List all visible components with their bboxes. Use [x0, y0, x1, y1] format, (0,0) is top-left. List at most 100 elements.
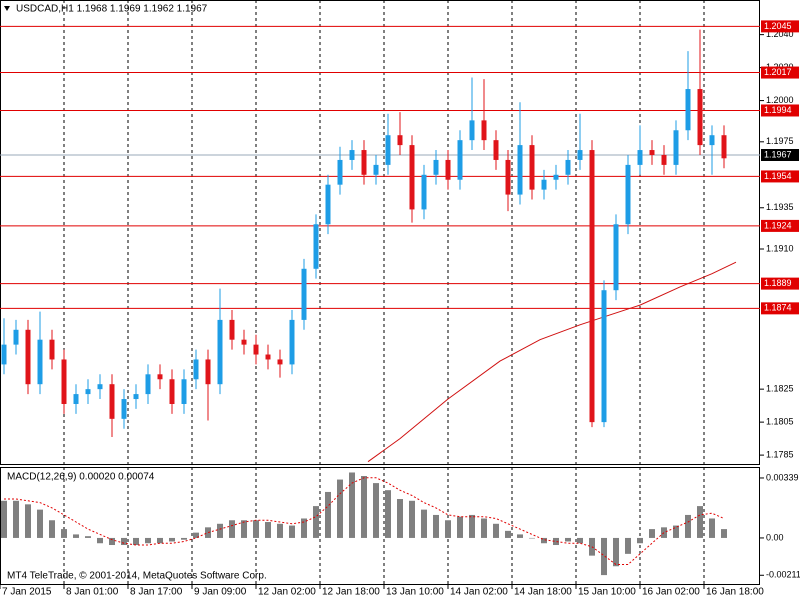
candle-body [265, 354, 271, 360]
level-label-box [761, 302, 799, 315]
candle-body [313, 224, 319, 269]
candle-body [37, 339, 43, 385]
macd-bar [613, 537, 619, 567]
chart-title: USDCAD,H1 1.1968 1.1969 1.1962 1.1967 [16, 4, 208, 15]
candle-body [721, 135, 727, 159]
level-label: 1.1954 [764, 171, 792, 181]
macd-bar [73, 534, 79, 538]
macd-bar [637, 537, 643, 544]
macd-bar [157, 537, 163, 544]
candle-body [73, 394, 79, 404]
macd-bar [553, 537, 559, 546]
candle-body [337, 159, 343, 185]
x-tick-label: 16 Jan 18:00 [706, 587, 764, 598]
y-tick-label: 1.2040 [766, 29, 794, 39]
moving-average [367, 261, 737, 463]
macd-bar [517, 534, 523, 538]
level-label-box [761, 170, 799, 183]
y-tick-label: 1.1825 [766, 384, 794, 394]
x-tick-label: 7 Jan 2015 [2, 587, 52, 598]
candle-body [709, 135, 715, 146]
candle-body [541, 179, 547, 190]
candle-body [685, 89, 691, 131]
candle-body [61, 359, 67, 404]
candle-body [25, 329, 31, 385]
level-label: 1.2045 [764, 21, 792, 31]
level-label: 1.2017 [764, 67, 792, 77]
level-label: 1.1994 [764, 105, 792, 115]
y-tick-label: 1.1975 [766, 136, 794, 146]
macd-bar [433, 514, 439, 538]
candle-body [445, 159, 451, 180]
candle-body [121, 399, 127, 419]
macd-bar [721, 529, 727, 538]
panel-frame [0, 0, 760, 465]
indicator-title: MACD(12,26,9) 0.00020 0.00074 [7, 472, 155, 483]
candle-body [241, 339, 247, 345]
macd-bar [49, 520, 55, 538]
macd-bar [325, 491, 331, 538]
macd-bar [361, 476, 367, 538]
x-tick-label: 12 Jan 18:00 [322, 587, 380, 598]
macd-bar [421, 509, 427, 538]
candle-body [289, 319, 295, 365]
macd-bar [673, 525, 679, 538]
candle-body [205, 359, 211, 385]
macd-bar [337, 479, 343, 538]
y-tick-label: 1.1910 [766, 243, 794, 253]
macd-bar [265, 522, 271, 538]
panel-frame [0, 467, 760, 585]
macd-bar [385, 490, 391, 538]
level-label: 1.1889 [764, 278, 792, 288]
macd-bar [133, 537, 139, 546]
symbol-icon [4, 6, 10, 11]
candle-body [49, 339, 55, 360]
candle-body [397, 135, 403, 146]
macd-bar [445, 520, 451, 538]
level-label-box [761, 219, 799, 232]
candle-body [145, 374, 151, 395]
candle-body [601, 290, 607, 423]
macd-bar [625, 537, 631, 554]
macd-bar [601, 537, 607, 576]
macd-bar [481, 518, 487, 538]
candle-body [661, 155, 667, 165]
candle-body [553, 174, 559, 180]
macd-bar [193, 532, 199, 538]
candle-body [409, 145, 415, 210]
macd-bar [349, 472, 355, 538]
macd-bar [217, 523, 223, 538]
macd-bar [169, 537, 175, 542]
level-label: 1.1874 [764, 303, 792, 313]
candle-body [169, 379, 175, 404]
candle-body [13, 329, 19, 345]
candle-body [673, 130, 679, 165]
candle-body [649, 150, 655, 155]
level-label-box [761, 104, 799, 117]
candle-body [469, 120, 475, 141]
macd-bar [61, 529, 67, 538]
x-tick-label: 16 Jan 02:00 [642, 587, 700, 598]
macd-bar [709, 518, 715, 538]
candle-body [97, 384, 103, 390]
candle-body [517, 145, 523, 195]
macd-bar [541, 537, 547, 544]
macd-bar [397, 499, 403, 538]
candle-body [421, 174, 427, 210]
macd-bar [205, 527, 211, 538]
level-label: 1.1924 [764, 220, 792, 230]
candle-body [577, 150, 583, 160]
macd-bar [109, 537, 115, 546]
x-tick-label: 14 Jan 02:00 [450, 587, 508, 598]
macd-bar [685, 514, 691, 538]
candle-body [277, 359, 283, 365]
candle-body [529, 145, 535, 190]
macd-bar [97, 537, 103, 544]
candle-body [349, 150, 355, 160]
macd-bar [529, 537, 535, 539]
macd-bar [145, 537, 151, 544]
candle-body [637, 150, 643, 165]
macd-bar [13, 500, 19, 538]
macd-bar [373, 483, 379, 538]
x-tick-label: 9 Jan 09:00 [194, 587, 247, 598]
